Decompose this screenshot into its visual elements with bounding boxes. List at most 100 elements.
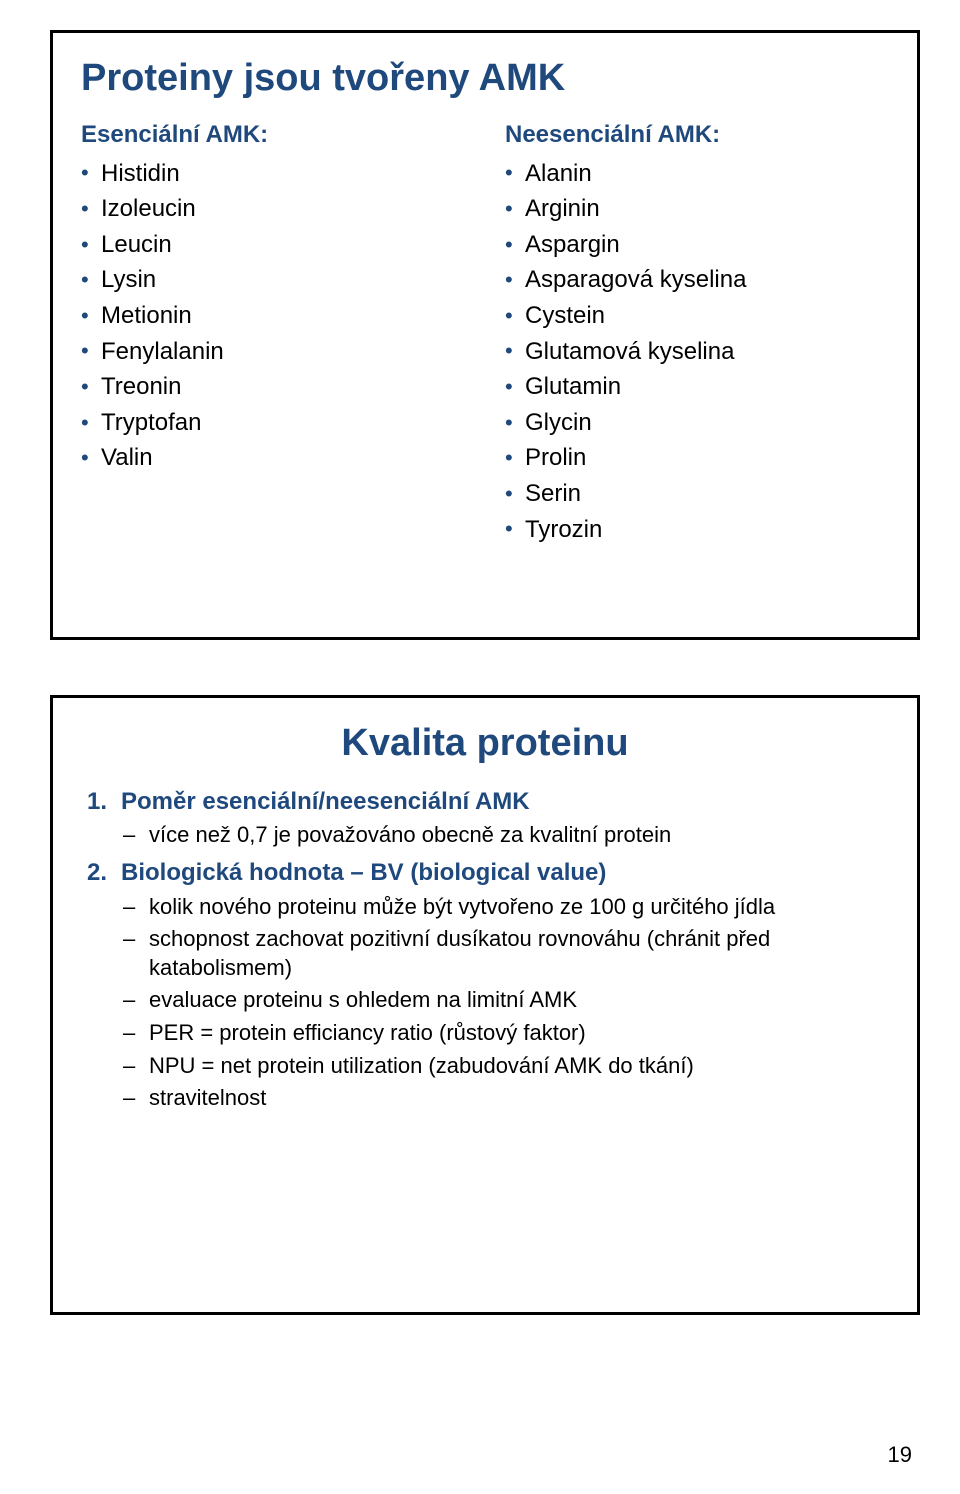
list-item: •Alanin	[505, 157, 889, 191]
bullet-icon: •	[81, 305, 101, 327]
list-item: •Glutamin	[505, 370, 889, 404]
bullet-icon: •	[81, 269, 101, 291]
list-item-label: Tryptofan	[101, 406, 202, 440]
bullet-icon: •	[81, 412, 101, 434]
slide1-right-column: Neesenciální AMK: •Alanin•Arginin•Asparg…	[505, 121, 889, 549]
dash-icon: –	[123, 821, 149, 850]
bullet-icon: •	[505, 483, 525, 505]
numbered-item-label: Poměr esenciální/neesenciální AMK	[121, 786, 889, 817]
list-item: •Aspargin	[505, 228, 889, 262]
list-item: •Tryptofan	[81, 406, 465, 440]
sub-item: –stravitelnost	[123, 1084, 889, 1113]
slide1-title: Proteiny jsou tvořeny AMK	[81, 57, 889, 101]
list-item: •Leucin	[81, 228, 465, 262]
sub-item: –NPU = net protein utilization (zabudová…	[123, 1052, 889, 1081]
bullet-icon: •	[505, 447, 525, 469]
list-item: •Arginin	[505, 192, 889, 226]
slide1-right-list: •Alanin•Arginin•Aspargin•Asparagová kyse…	[505, 157, 889, 547]
list-item-label: Asparagová kyselina	[525, 263, 746, 297]
list-item-label: Valin	[101, 441, 153, 475]
dash-icon: –	[123, 893, 149, 922]
bullet-icon: •	[505, 518, 525, 540]
slide-proteins-amk: Proteiny jsou tvořeny AMK Esenciální AMK…	[50, 30, 920, 640]
list-item-label: Metionin	[101, 299, 192, 333]
bullet-icon: •	[81, 447, 101, 469]
list-item-label: Serin	[525, 477, 581, 511]
slide1-left-list: •Histidin•Izoleucin•Leucin•Lysin•Metioni…	[81, 157, 465, 475]
slide2-list: 1.Poměr esenciální/neesenciální AMK–více…	[87, 786, 889, 1113]
list-item: •Glycin	[505, 406, 889, 440]
numbered-item-label: Biologická hodnota – BV (biological valu…	[121, 857, 889, 888]
sub-item-label: kolik nového proteinu může být vytvořeno…	[149, 893, 889, 922]
sub-item: –kolik nového proteinu může být vytvořen…	[123, 893, 889, 922]
list-item: •Glutamová kyselina	[505, 335, 889, 369]
numbered-item-number: 1.	[87, 786, 121, 817]
bullet-icon: •	[81, 198, 101, 220]
bullet-icon: •	[81, 376, 101, 398]
bullet-icon: •	[505, 376, 525, 398]
dash-icon: –	[123, 1052, 149, 1081]
list-item: •Tyrozin	[505, 513, 889, 547]
list-item: •Treonin	[81, 370, 465, 404]
list-item: •Prolin	[505, 441, 889, 475]
slide1-right-header: Neesenciální AMK:	[505, 121, 889, 149]
slide-protein-quality: Kvalita proteinu 1.Poměr esenciální/nees…	[50, 695, 920, 1315]
page-container: Proteiny jsou tvořeny AMK Esenciální AMK…	[0, 0, 960, 1494]
sub-item-label: více než 0,7 je považováno obecně za kva…	[149, 821, 889, 850]
list-item-label: Histidin	[101, 157, 180, 191]
dash-icon: –	[123, 1019, 149, 1048]
list-item: •Histidin	[81, 157, 465, 191]
bullet-icon: •	[505, 198, 525, 220]
slide1-left-column: Esenciální AMK: •Histidin•Izoleucin•Leuc…	[81, 121, 465, 549]
sub-item-label: stravitelnost	[149, 1084, 889, 1113]
numbered-item: 1.Poměr esenciální/neesenciální AMK	[87, 786, 889, 817]
slide1-columns: Esenciální AMK: •Histidin•Izoleucin•Leuc…	[81, 121, 889, 549]
dash-icon: –	[123, 1084, 149, 1113]
bullet-icon: •	[505, 412, 525, 434]
dash-icon: –	[123, 986, 149, 1015]
bullet-icon: •	[505, 234, 525, 256]
list-item-label: Tyrozin	[525, 513, 602, 547]
list-item-label: Fenylalanin	[101, 335, 224, 369]
list-item-label: Leucin	[101, 228, 172, 262]
sub-item: –schopnost zachovat pozitivní dusíkatou …	[123, 925, 889, 982]
bullet-icon: •	[81, 162, 101, 184]
list-item: •Metionin	[81, 299, 465, 333]
numbered-item-number: 2.	[87, 857, 121, 888]
list-item: •Lysin	[81, 263, 465, 297]
list-item-label: Glutamin	[525, 370, 621, 404]
page-number: 19	[888, 1442, 912, 1468]
list-item: •Asparagová kyselina	[505, 263, 889, 297]
dash-icon: –	[123, 925, 149, 982]
slide1-left-header: Esenciální AMK:	[81, 121, 465, 149]
sub-item: –evaluace proteinu s ohledem na limitní …	[123, 986, 889, 1015]
slide2-title: Kvalita proteinu	[81, 722, 889, 766]
sub-item-label: evaluace proteinu s ohledem na limitní A…	[149, 986, 889, 1015]
sub-item: –PER = protein efficiancy ratio (růstový…	[123, 1019, 889, 1048]
list-item: •Cystein	[505, 299, 889, 333]
bullet-icon: •	[505, 305, 525, 327]
bullet-icon: •	[505, 269, 525, 291]
sub-item-label: PER = protein efficiancy ratio (růstový …	[149, 1019, 889, 1048]
bullet-icon: •	[81, 234, 101, 256]
list-item-label: Prolin	[525, 441, 586, 475]
numbered-item: 2.Biologická hodnota – BV (biological va…	[87, 857, 889, 888]
list-item-label: Glycin	[525, 406, 592, 440]
bullet-icon: •	[505, 162, 525, 184]
list-item-label: Glutamová kyselina	[525, 335, 734, 369]
sub-item-label: schopnost zachovat pozitivní dusíkatou r…	[149, 925, 889, 982]
list-item-label: Cystein	[525, 299, 605, 333]
list-item: •Izoleucin	[81, 192, 465, 226]
list-item: •Valin	[81, 441, 465, 475]
sub-item-label: NPU = net protein utilization (zabudován…	[149, 1052, 889, 1081]
bullet-icon: •	[81, 340, 101, 362]
list-item-label: Treonin	[101, 370, 181, 404]
list-item-label: Alanin	[525, 157, 592, 191]
list-item-label: Lysin	[101, 263, 156, 297]
list-item: •Fenylalanin	[81, 335, 465, 369]
list-item: •Serin	[505, 477, 889, 511]
sub-item: –více než 0,7 je považováno obecně za kv…	[123, 821, 889, 850]
bullet-icon: •	[505, 340, 525, 362]
list-item-label: Arginin	[525, 192, 600, 226]
list-item-label: Aspargin	[525, 228, 620, 262]
